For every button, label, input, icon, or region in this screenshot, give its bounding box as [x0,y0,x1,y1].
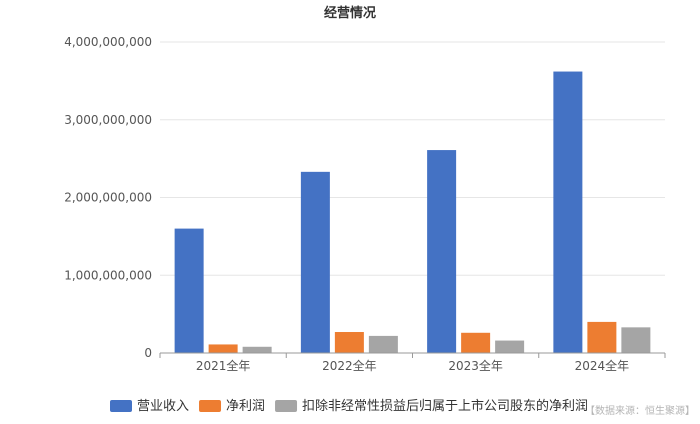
legend-swatch [110,400,132,412]
bar [553,71,583,354]
bars [174,71,651,354]
source-note: 【数据来源：恒生聚源】 [585,404,695,417]
y-tick-label: 0 [144,346,152,360]
bar [174,228,204,353]
y-tick-label: 4,000,000,000 [64,35,152,49]
bar [242,346,272,353]
legend-label: 营业收入 [137,399,189,414]
y-tick-label: 2,000,000,000 [64,191,152,205]
bar [587,321,617,353]
y-axis: 0 1,000,000,000 2,000,000,000 3,000,000,000… [64,35,152,360]
bar [300,171,330,353]
y-tick-label: 3,000,000,000 [64,113,152,127]
legend-swatch [275,400,298,412]
bar [334,332,364,353]
bar [461,332,491,353]
bar [368,335,398,353]
legend-label: 扣除非经常性损益后归属于上市公司股东的净利润 [302,398,588,414]
bar [621,327,651,353]
x-tick-label: 2024全年 [575,358,630,373]
bar [208,344,238,353]
legend: 营业收入 净利润 扣除非经常性损益后归属于上市公司股东的净利润 [110,398,588,414]
bar [495,340,525,353]
x-tick-label: 2022全年 [322,358,377,373]
gridlines [160,41,665,276]
legend-label: 净利润 [226,399,265,414]
y-tick-label: 1,000,000,000 [64,268,152,282]
x-tick-label: 2021全年 [196,358,251,373]
chart-title: 经营情况 [324,5,376,21]
x-tick-label: 2023全年 [448,358,503,373]
x-axis: 2021全年 2022全年 2023全年 2024全年 [159,352,666,373]
bar [427,150,457,353]
legend-swatch [199,400,222,412]
